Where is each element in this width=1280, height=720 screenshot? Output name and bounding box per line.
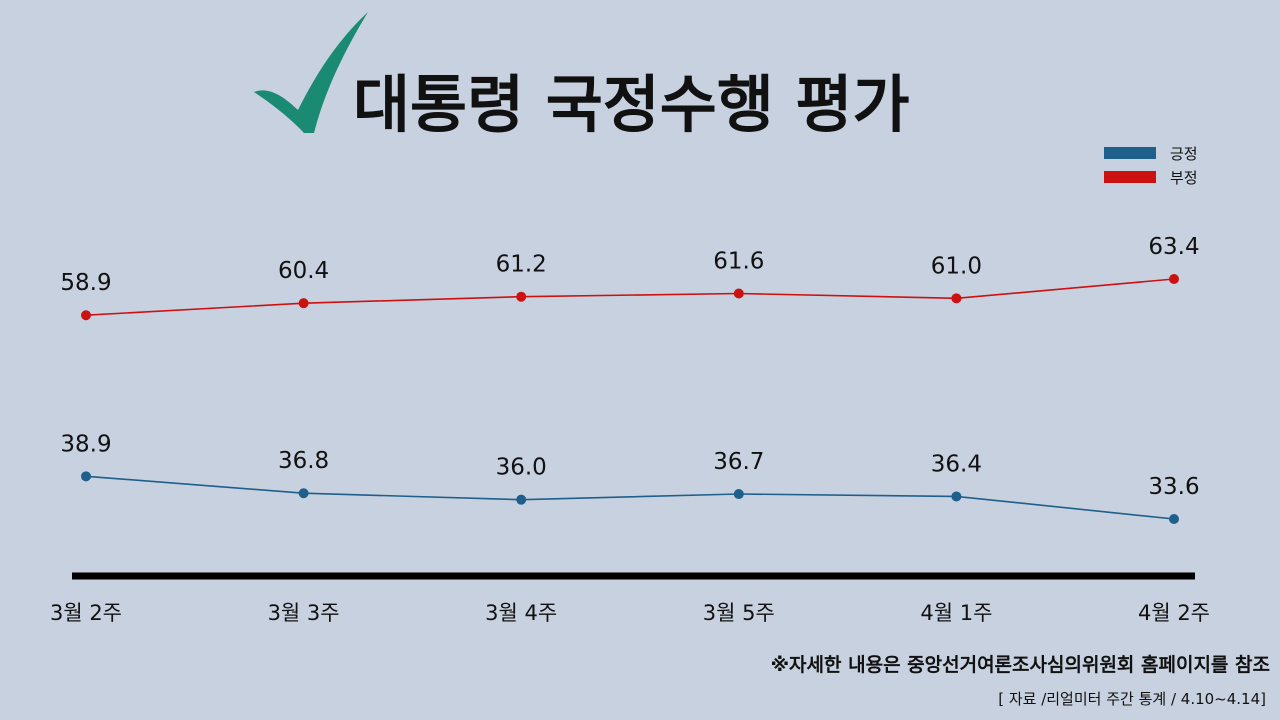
data-label-negative: 60.4 [278, 258, 329, 284]
data-label-positive: 36.7 [713, 449, 764, 475]
legend-swatch-positive [1104, 147, 1156, 159]
data-point-positive [1169, 514, 1179, 524]
series-line-positive [85, 475, 1175, 520]
data-label-negative: 61.6 [713, 248, 764, 274]
data-point-positive [951, 491, 962, 502]
data-point-positive [81, 471, 91, 482]
data-point-negative [298, 298, 309, 309]
data-point-positive [733, 489, 744, 500]
legend-swatch-negative [1104, 171, 1156, 183]
x-tick-label: 3월 4주 [485, 601, 557, 625]
x-tick-label: 3월 5주 [703, 601, 775, 625]
x-tick-label: 4월 1주 [920, 601, 992, 625]
data-point-negative [733, 288, 744, 299]
footnote: ※자세한 내용은 중앙선거여론조사심의위원회 홈페이지를 참조 [771, 653, 1270, 676]
data-point-negative [516, 291, 527, 302]
data-label-positive: 36.0 [496, 455, 547, 481]
x-tick-label: 4월 2주 [1138, 601, 1210, 625]
legend-label-positive: 긍정 [1170, 145, 1198, 163]
data-point-negative [1169, 274, 1179, 284]
data-point-negative [81, 310, 91, 321]
x-axis-ticks: 3월 2주 3월 3주 3월 4주 3월 5주 4월 1주 4월 2주 [50, 601, 1210, 625]
x-tick-label: 3월 2주 [50, 601, 122, 625]
plot-area: 38.9 36.8 36.0 36.7 36.4 33.6 58.9 60.4 61.2 61.6… [60, 234, 1200, 524]
data-label-negative: 61.2 [496, 252, 547, 278]
data-label-positive: 38.9 [60, 431, 111, 457]
data-point-positive [516, 494, 527, 505]
source-note: [ 자료 /리얼미터 주간 통계 / 4.10~4.14] [998, 690, 1266, 708]
data-label-positive: 36.4 [931, 451, 982, 477]
data-point-positive [298, 488, 309, 499]
data-label-negative: 63.4 [1148, 234, 1199, 260]
legend-label-negative: 부정 [1170, 169, 1198, 187]
chart-title: 대통령 국정수행 평가 [353, 68, 910, 141]
data-label-negative: 61.0 [931, 253, 982, 279]
data-point-negative [951, 293, 962, 304]
data-label-negative: 58.9 [60, 270, 111, 296]
checkmark-icon [254, 12, 368, 133]
data-label-positive: 36.8 [278, 448, 329, 474]
series-line-negative [85, 278, 1175, 316]
data-label-positive: 33.6 [1148, 474, 1199, 500]
x-tick-label: 3월 3주 [268, 601, 340, 625]
